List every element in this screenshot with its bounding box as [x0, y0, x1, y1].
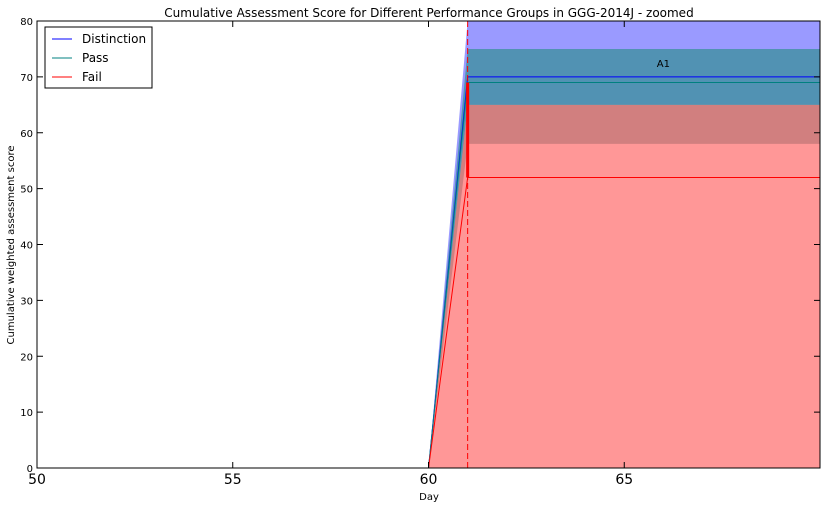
y-axis-label: Cumulative weighted assessment score — [6, 146, 17, 345]
y-tick-label: 30 — [20, 296, 33, 307]
band-pass — [37, 48, 820, 468]
assessment-markers: A1 — [466, 21, 670, 468]
y-tick-label: 70 — [20, 73, 33, 84]
x-tick-label: 55 — [224, 472, 242, 488]
band-fail — [37, 104, 820, 468]
y-tick-label: 10 — [20, 408, 33, 419]
legend-label-distinction: Distinction — [82, 32, 146, 46]
y-tick-label: 50 — [20, 185, 33, 196]
x-tick-label: 50 — [28, 472, 46, 488]
x-tick-label: 60 — [420, 472, 438, 488]
legend: Distinction Pass Fail — [44, 26, 153, 89]
x-axis-label: Day — [419, 492, 439, 503]
y-tick-label: 80 — [20, 17, 33, 28]
x-axis-ticks: 50 55 60 65 — [28, 21, 633, 488]
legend-label-fail: Fail — [82, 70, 102, 84]
confidence-bands — [37, 21, 820, 468]
y-tick-label: 0 — [27, 464, 33, 475]
y-tick-label: 20 — [20, 352, 33, 363]
legend-entries: Distinction Pass Fail — [52, 32, 146, 84]
legend-label-pass: Pass — [82, 51, 109, 65]
y-tick-label: 60 — [20, 129, 33, 140]
y-axis-ticks: 0 10 20 30 40 50 60 70 80 — [20, 17, 820, 475]
x-tick-label: 65 — [615, 472, 633, 488]
y-tick-label: 40 — [20, 241, 33, 252]
chart-title: Cumulative Assessment Score for Differen… — [164, 6, 693, 20]
assessment-label: A1 — [657, 59, 670, 70]
